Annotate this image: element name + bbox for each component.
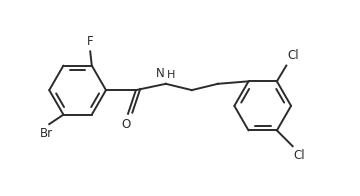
Text: Br: Br <box>40 127 53 140</box>
Text: Cl: Cl <box>287 49 299 62</box>
Text: Cl: Cl <box>293 149 305 162</box>
Text: F: F <box>87 35 94 48</box>
Text: N: N <box>156 67 165 80</box>
Text: O: O <box>122 118 131 132</box>
Text: H: H <box>167 70 175 80</box>
